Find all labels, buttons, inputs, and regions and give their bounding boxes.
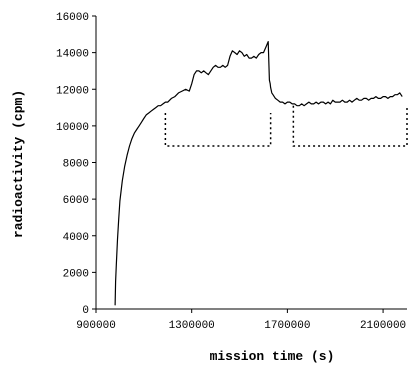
y-tick-label: 4000 xyxy=(63,232,89,244)
dotted-bracket xyxy=(292,105,408,147)
y-axis-title: radioactivity (cpm) xyxy=(11,90,26,238)
y-tick-label: 16000 xyxy=(56,12,89,24)
y-tick-label: 14000 xyxy=(56,49,89,61)
x-tick-label: 1300000 xyxy=(169,320,215,332)
y-tick-label: 0 xyxy=(82,305,89,317)
y-tick-label: 6000 xyxy=(63,195,89,207)
x-tick-label: 1700000 xyxy=(264,320,310,332)
bracket-annotations xyxy=(164,105,408,147)
y-tick-label: 10000 xyxy=(56,122,89,134)
y-tick-label: 8000 xyxy=(63,159,89,171)
series-lines xyxy=(114,40,403,306)
y-tick-label: 12000 xyxy=(56,85,89,97)
y-tick-label: 2000 xyxy=(63,268,89,280)
x-tick-label: 2100000 xyxy=(360,320,406,332)
x-tick-label: 900000 xyxy=(76,320,116,332)
axes xyxy=(95,16,407,310)
series-line xyxy=(114,40,403,306)
x-axis-title: mission time (s) xyxy=(210,349,335,364)
dotted-bracket xyxy=(164,113,272,147)
tick-marks-and-labels: 0 2000 4000 6000 8000 10000 12000 14000 16000 900… xyxy=(56,12,406,332)
